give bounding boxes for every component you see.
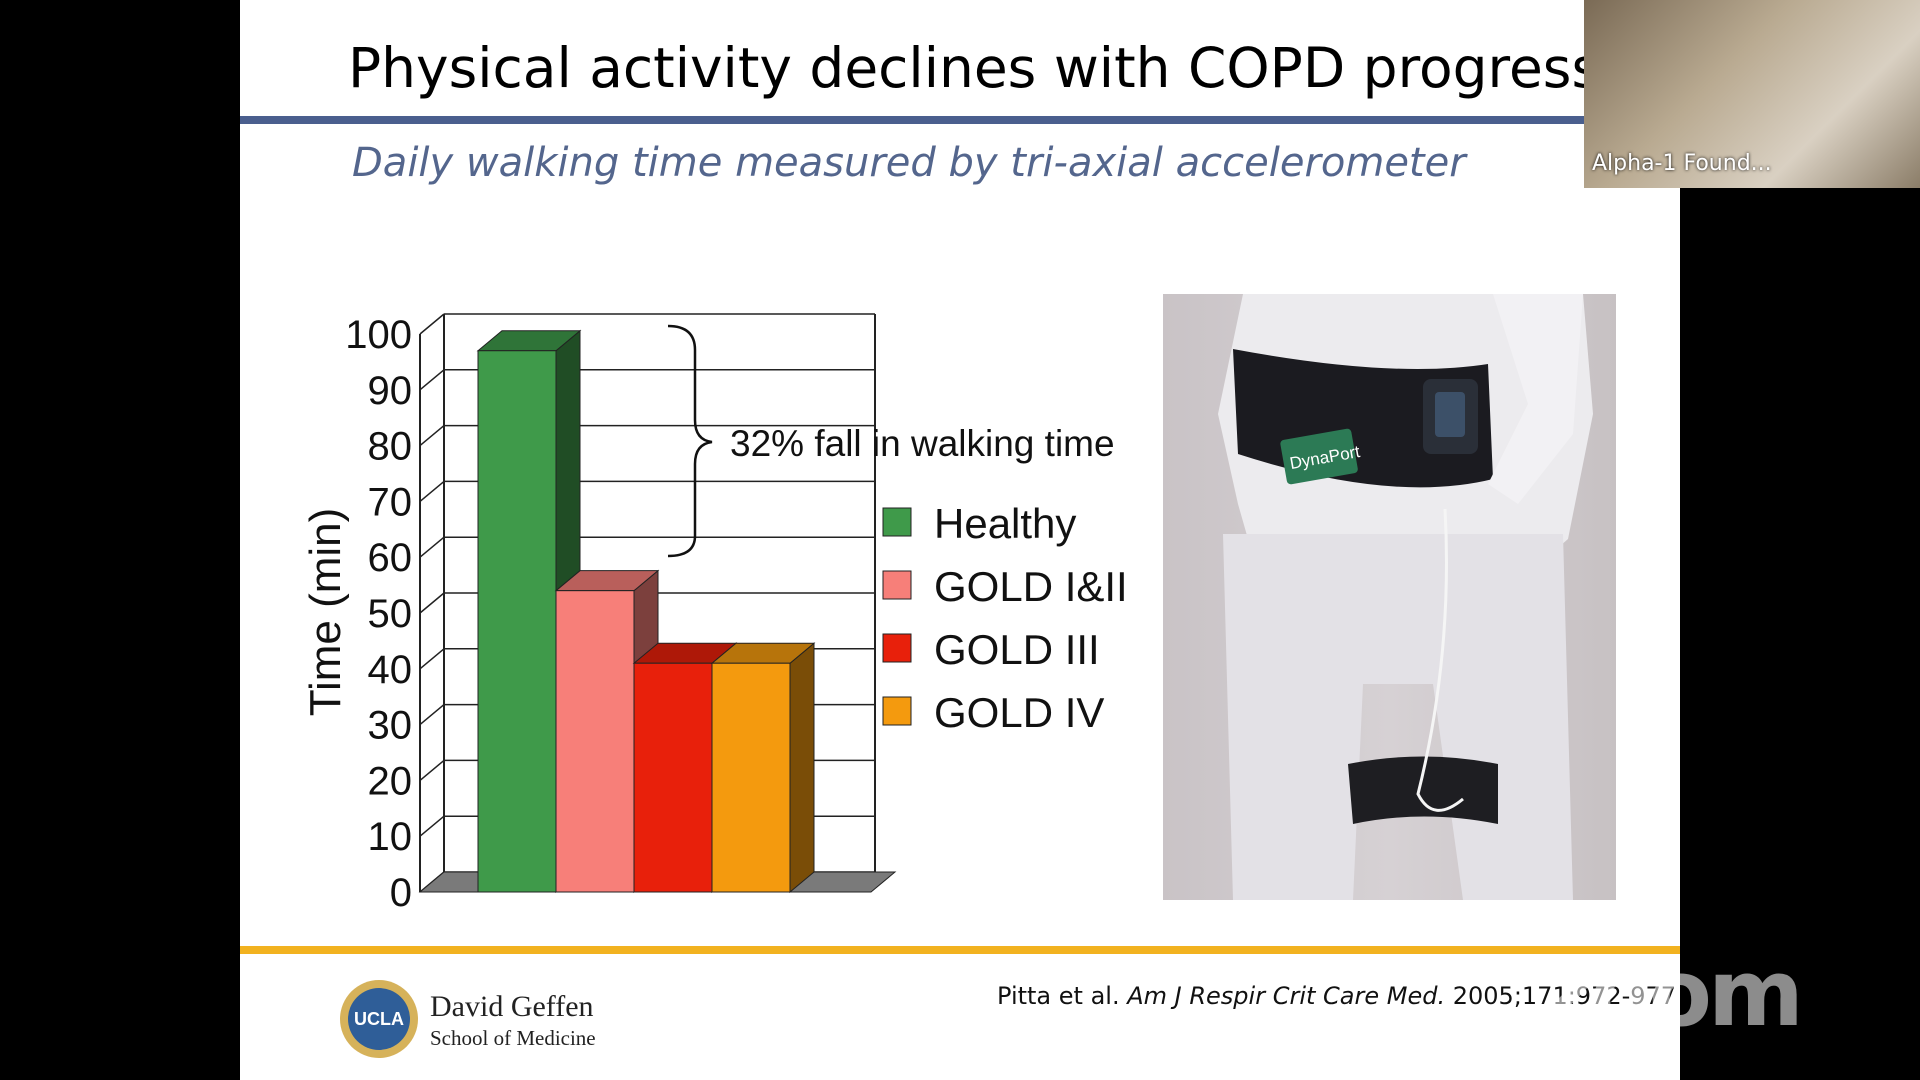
y-tick-label: 90 <box>368 369 413 413</box>
legend-label: GOLD I&II <box>934 563 1128 610</box>
zoom-watermark: zoom <box>1540 940 1804 1047</box>
bar <box>633 662 713 893</box>
footer-divider <box>240 946 1680 954</box>
grid-side <box>419 313 445 335</box>
grid-side <box>419 759 445 781</box>
bar <box>477 350 557 893</box>
legend-label: Healthy <box>934 500 1076 547</box>
y-tick-label: 50 <box>368 592 413 636</box>
citation-ref: 2005;171:972-977 <box>1452 982 1677 1010</box>
y-tick-label: 80 <box>368 425 413 469</box>
legend-swatch <box>882 570 912 600</box>
bar <box>555 590 635 893</box>
grid-side <box>419 536 445 558</box>
y-tick-label: 30 <box>368 704 413 748</box>
grid-side <box>419 648 445 670</box>
y-tick-label: 40 <box>368 648 413 692</box>
slide-subtitle: Daily walking time measured by tri-axial… <box>352 140 1466 186</box>
legend-swatch <box>882 507 912 537</box>
y-tick-label: 20 <box>368 759 413 803</box>
brace-annotation <box>667 324 713 558</box>
y-tick-label: 60 <box>368 536 413 580</box>
grid-side <box>419 480 445 502</box>
grid-side <box>419 704 445 726</box>
walking-time-chart: 0 10 20 30 40 50 60 70 80 90 100 Time (min) 32% fall… <box>301 313 1128 915</box>
y-tick-label: 10 <box>368 815 413 859</box>
citation: Pitta et al. Am J Respir Crit Care Med. … <box>997 982 1676 1010</box>
citation-journal: Am J Respir Crit Care Med. <box>1127 982 1446 1010</box>
legend-swatch <box>882 696 912 726</box>
shared-slide: Physical activity declines with COPD pro… <box>240 0 1680 1080</box>
grid-side <box>419 815 445 837</box>
grid-side <box>419 592 445 614</box>
title-divider <box>240 116 1680 124</box>
y-axis-label: Time (min) <box>301 508 350 717</box>
y-tick-label: 70 <box>368 480 413 524</box>
school-name: David Geffen School of Medicine <box>430 990 596 1051</box>
ucla-seal-logo: UCLA <box>340 980 418 1058</box>
grid-side <box>419 425 445 447</box>
bar <box>711 662 791 893</box>
legend-swatch <box>882 633 912 663</box>
participant-name: Alpha-1 Found... <box>1592 151 1772 176</box>
annotation-label: 32% fall in walking time <box>730 423 1115 464</box>
slide-title: Physical activity declines with COPD pro… <box>348 36 1680 100</box>
legend-label: GOLD IV <box>934 689 1104 736</box>
citation-authors: Pitta et al. <box>997 982 1120 1010</box>
bar-side <box>789 642 815 894</box>
accelerometer-photo: DynaPort <box>1163 294 1616 900</box>
y-tick-label: 0 <box>390 871 412 915</box>
school-name-line1: David Geffen <box>430 990 594 1023</box>
grid-side <box>419 369 445 391</box>
legend-label: GOLD III <box>934 626 1100 673</box>
participant-video-tile[interactable]: Alpha-1 Found... <box>1584 0 1920 188</box>
y-tick-label: 100 <box>345 313 412 357</box>
school-name-line2: School of Medicine <box>430 1026 596 1050</box>
